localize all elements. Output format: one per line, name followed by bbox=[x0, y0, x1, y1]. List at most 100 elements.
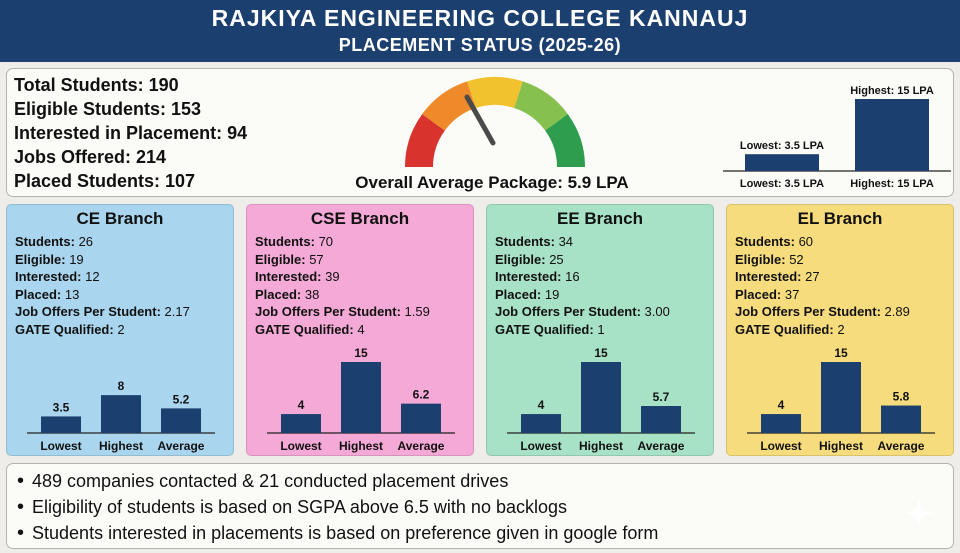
branch-interested: Interested: 12 bbox=[15, 269, 100, 285]
placed-students: Placed Students: 107 bbox=[14, 171, 196, 191]
category-label: Lowest bbox=[760, 439, 801, 453]
bar bbox=[581, 362, 621, 433]
gauge-segment bbox=[467, 77, 523, 109]
branch-students: Students: 70 bbox=[255, 234, 334, 249]
bar bbox=[101, 395, 141, 433]
branch-package-chart: 4 Lowest 15 Highest 6.2 Average bbox=[267, 346, 455, 453]
branch-package-chart: 4 Lowest 15 Highest 5.7 Average bbox=[507, 346, 695, 453]
category-label: Highest bbox=[579, 439, 623, 453]
data-label: 15 bbox=[354, 346, 368, 360]
branch-students: Students: 34 bbox=[495, 234, 574, 249]
branch-gate-qualified: GATE Qualified: 2 bbox=[15, 321, 125, 337]
category-label: Highest bbox=[819, 439, 863, 453]
branch-placed: Placed: 19 bbox=[495, 286, 560, 302]
branch-package-chart: 4 Lowest 15 Highest 5.8 Average bbox=[747, 346, 935, 453]
gauge-segment bbox=[545, 114, 585, 167]
branch-offers-per-student: Job Offers Per Student: 1.59 bbox=[255, 304, 430, 320]
bar bbox=[41, 416, 81, 433]
note-item: • Eligibility of students is based on SGP… bbox=[17, 496, 567, 518]
college-title: RAJKIYA ENGINEERING COLLEGE KANNAUJ bbox=[211, 5, 749, 31]
bar bbox=[641, 406, 681, 433]
data-label: 6.2 bbox=[413, 388, 430, 402]
branch-interested: Interested: 16 bbox=[495, 269, 580, 285]
branch-placed: Placed: 37 bbox=[735, 286, 800, 302]
branch-info: Students: 70 Eligible: 57 Interested: 39… bbox=[255, 233, 430, 339]
bar bbox=[761, 414, 801, 433]
branch-eligible: Eligible: 52 bbox=[735, 251, 804, 267]
branch-students: Students: 60 bbox=[735, 234, 814, 249]
bullet-icon: • bbox=[17, 470, 25, 492]
branch-card-cse: CSE Branch Students: 70 Eligible: 57 Int… bbox=[246, 204, 474, 456]
category-label: Average bbox=[158, 439, 205, 453]
data-label: 4 bbox=[778, 398, 785, 412]
branch-name: EL Branch bbox=[797, 209, 883, 228]
branch-placed: Placed: 13 bbox=[15, 286, 80, 302]
interested-students: Interested in Placement: 94 bbox=[14, 123, 248, 143]
branch-offers-per-student: Job Offers Per Student: 2.89 bbox=[735, 304, 910, 320]
category-label: Average bbox=[878, 439, 925, 453]
branch-info: Students: 34 Eligible: 25 Interested: 16… bbox=[495, 233, 670, 339]
eligible-students: Eligible Students: 153 bbox=[14, 99, 202, 119]
branch-info: Students: 26 Eligible: 19 Interested: 12… bbox=[15, 233, 190, 339]
branch-name: EE Branch bbox=[557, 209, 643, 228]
branch-students: Students: 26 bbox=[15, 234, 94, 249]
category-label: Average bbox=[638, 439, 685, 453]
gauge-needle bbox=[464, 94, 496, 146]
category-label: Lowest bbox=[40, 439, 81, 453]
branch-name: CE Branch bbox=[76, 209, 164, 228]
data-label: Lowest: 3.5 LPA bbox=[740, 140, 824, 152]
bar bbox=[341, 362, 381, 433]
overall-average-package: Overall Average Package: 5.9 LPA bbox=[355, 173, 629, 192]
branch-gate-qualified: GATE Qualified: 1 bbox=[495, 321, 605, 337]
gauge-segment bbox=[405, 114, 445, 167]
category-label: Average bbox=[398, 439, 445, 453]
data-label: 4 bbox=[298, 398, 305, 412]
bar bbox=[881, 405, 921, 433]
branch-card-ce: CE Branch Students: 26 Eligible: 19 Inte… bbox=[6, 204, 234, 456]
branch-offers-per-student: Job Offers Per Student: 3.00 bbox=[495, 304, 670, 320]
sparkle-icon bbox=[904, 498, 934, 528]
bar bbox=[521, 414, 561, 433]
bar bbox=[855, 99, 929, 171]
branch-eligible: Eligible: 57 bbox=[255, 251, 324, 267]
bar bbox=[745, 154, 819, 171]
jobs-offered: Jobs Offered: 214 bbox=[14, 147, 167, 167]
data-label: 5.8 bbox=[893, 390, 910, 404]
branch-placed: Placed: 38 bbox=[255, 286, 320, 302]
branch-gate-qualified: GATE Qualified: 2 bbox=[735, 321, 845, 337]
category-label: Lowest: 3.5 LPA bbox=[740, 178, 824, 190]
category-label: Highest bbox=[339, 439, 383, 453]
branch-interested: Interested: 27 bbox=[735, 269, 820, 285]
data-label: 8 bbox=[118, 379, 125, 393]
branch-name: CSE Branch bbox=[310, 209, 410, 228]
category-label: Highest bbox=[99, 439, 143, 453]
data-label: 5.7 bbox=[653, 390, 670, 404]
data-label: 4 bbox=[538, 398, 545, 412]
summary-panel: Total Students: 190 Eligible Students: 1… bbox=[6, 68, 954, 197]
data-label: 5.2 bbox=[173, 392, 190, 406]
bullet-icon: • bbox=[17, 522, 25, 544]
branch-offers-per-student: Job Offers Per Student: 2.17 bbox=[15, 304, 190, 320]
overall-package-chart: Lowest: 3.5 LPA Lowest: 3.5 LPA Highest: 1… bbox=[723, 85, 951, 190]
category-label: Lowest bbox=[280, 439, 321, 453]
note-item: • 489 companies contacted & 21 conducted … bbox=[17, 470, 509, 492]
branch-eligible: Eligible: 25 bbox=[495, 251, 564, 267]
category-label: Lowest bbox=[520, 439, 561, 453]
notes-panel: • 489 companies contacted & 21 conducted … bbox=[6, 463, 954, 549]
total-students: Total Students: 190 bbox=[14, 75, 179, 95]
note-item: • Students interested in placements is ba… bbox=[17, 522, 659, 544]
package-gauge bbox=[405, 77, 585, 167]
data-label: Highest: 15 LPA bbox=[850, 85, 934, 97]
branch-gate-qualified: GATE Qualified: 4 bbox=[255, 321, 365, 337]
branch-card-ee: EE Branch Students: 34 Eligible: 25 Inte… bbox=[486, 204, 714, 456]
bar bbox=[401, 403, 441, 433]
data-label: 3.5 bbox=[53, 400, 70, 414]
summary-stats: Total Students: 190 Eligible Students: 1… bbox=[14, 73, 247, 193]
bar bbox=[281, 414, 321, 433]
bar bbox=[821, 362, 861, 433]
branch-info: Students: 60 Eligible: 52 Interested: 27… bbox=[735, 233, 910, 339]
branch-card-el: EL Branch Students: 60 Eligible: 52 Inte… bbox=[726, 204, 954, 456]
branch-package-chart: 3.5 Lowest 8 Highest 5.2 Average bbox=[27, 379, 215, 453]
bar bbox=[161, 408, 201, 433]
gauge-segment bbox=[514, 81, 568, 131]
